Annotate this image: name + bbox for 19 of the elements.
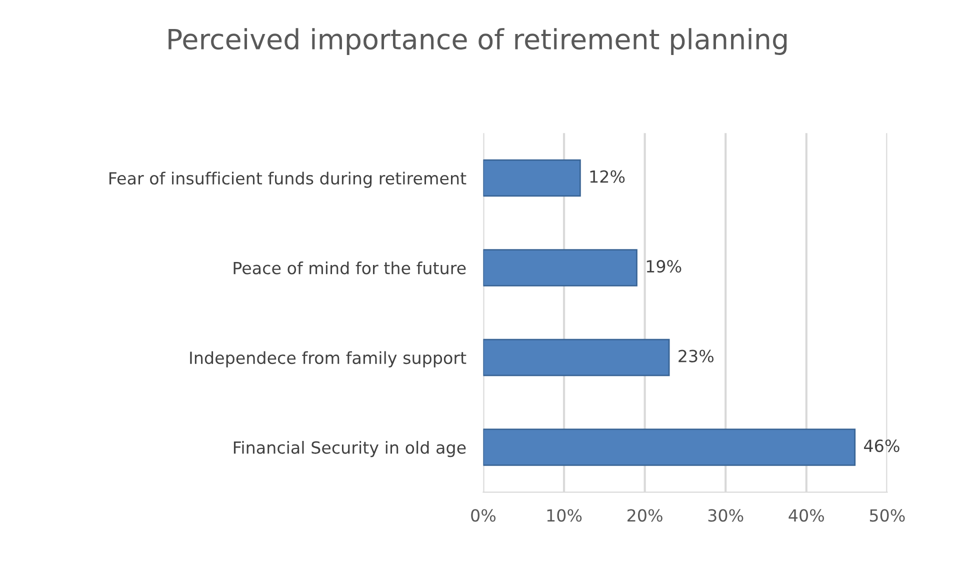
y-tick-label: Peace of mind for the future — [234, 261, 466, 274]
bar — [483, 249, 638, 286]
data-label: 12% — [590, 170, 625, 183]
bar — [483, 159, 581, 197]
y-tick-label: Financial Security in old age — [234, 440, 466, 458]
x-tick-label: 50% — [870, 509, 905, 522]
x-tick-label: 40% — [788, 509, 824, 522]
data-label: 19% — [646, 260, 682, 273]
x-tick-label: 10% — [547, 509, 582, 522]
y-tick-label: Independece from family support — [190, 351, 466, 368]
data-label: 46% — [864, 440, 900, 452]
bar — [483, 338, 670, 376]
data-label: 23% — [678, 350, 714, 362]
chart-title: Perceived importance of retirement planning — [168, 28, 787, 55]
y-tick-label: Fear of insufficient funds during retirement — [109, 172, 466, 188]
bar — [483, 428, 856, 466]
x-tick-label: 0% — [471, 509, 496, 522]
x-tick-label: 20% — [628, 509, 662, 522]
x-tick-label: 30% — [708, 509, 744, 522]
